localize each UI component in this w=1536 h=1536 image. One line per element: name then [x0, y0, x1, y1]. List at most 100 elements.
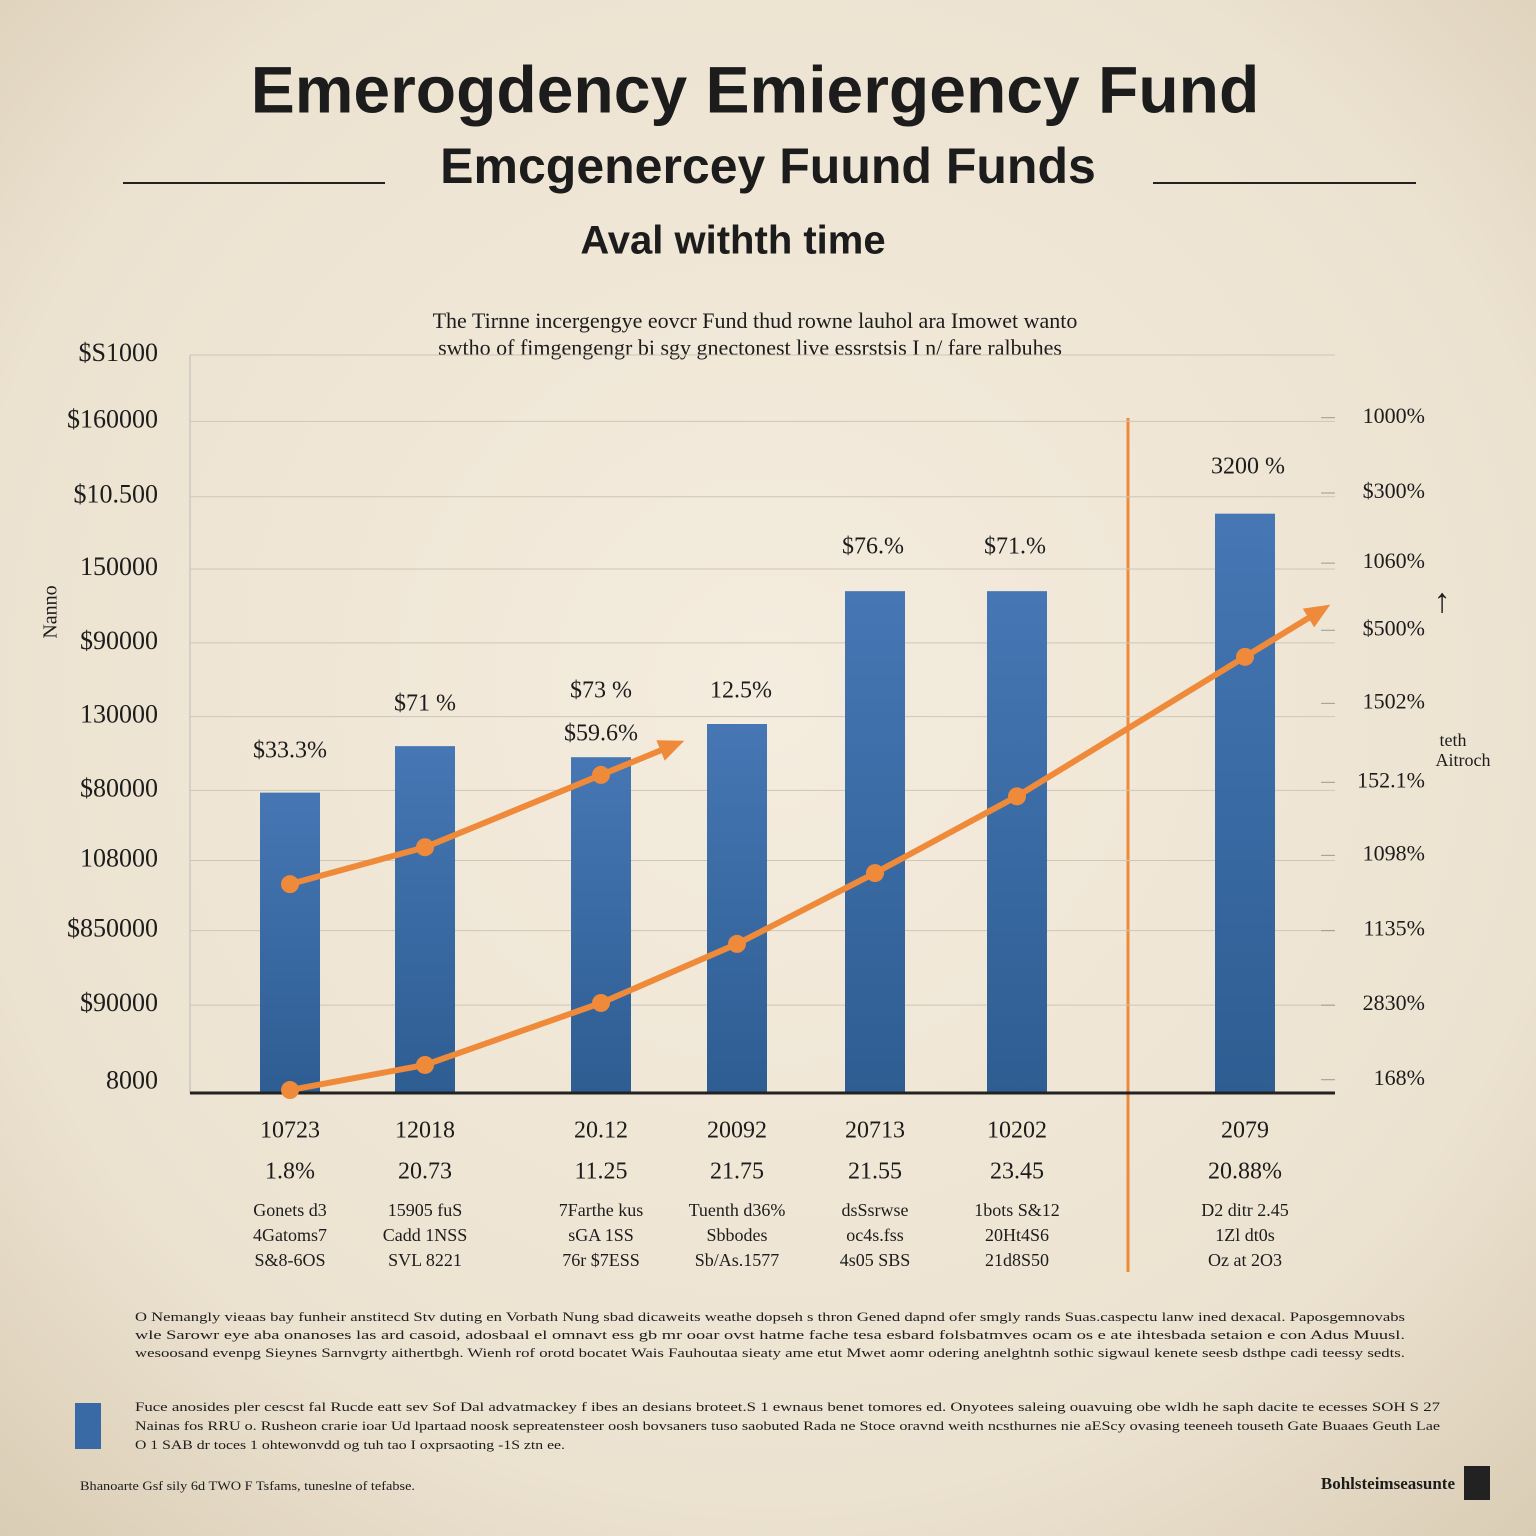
x-note: Sb/As.1577 [695, 1250, 780, 1270]
x-note: S&8-6OS [254, 1250, 325, 1270]
y2-axis-label: Aitroch [1436, 750, 1491, 770]
bar [260, 792, 320, 1093]
x-tick-label: 12018 [395, 1118, 455, 1144]
y2-axis-label: teth [1440, 730, 1467, 750]
annotation: $71 % [394, 691, 456, 717]
x-note: Tuenth d36% [689, 1200, 786, 1220]
arrow-icon: ↑ [1434, 582, 1451, 620]
x-sublabel: 21.75 [710, 1159, 764, 1185]
x-note: oc4s.fss [846, 1225, 904, 1245]
footer: O Nemangly vieaas bay funheir anstitecd … [75, 1309, 1490, 1500]
bar [571, 757, 631, 1093]
logo [1464, 1466, 1490, 1500]
x-note: 7Farthe kus [559, 1200, 644, 1220]
y-tick-label: 108000 [80, 843, 158, 872]
x-note: 1Zl dt0s [1215, 1225, 1275, 1245]
title: Emerogdency Emiergency Fund [251, 52, 1260, 126]
footer-text: O 1 SAB dr toces 1 ohtewonvdd og tuh tao… [135, 1437, 565, 1452]
x-note: D2 ditr 2.45 [1201, 1200, 1289, 1220]
x-note: 4Gatoms7 [253, 1225, 327, 1245]
annotation: 12.5% [710, 678, 772, 704]
y2-tick-label: 1135% [1363, 916, 1425, 941]
annotation: $33.3% [253, 738, 327, 764]
x-tick-label: 10723 [260, 1118, 320, 1144]
footer-text: wesoosand evenpg Sieynes Sarnvgrty aithe… [135, 1345, 1405, 1360]
x-note: 76r $7ESS [562, 1250, 640, 1270]
x-tick-label: 20092 [707, 1118, 767, 1144]
x-note: SVL 8221 [388, 1250, 462, 1270]
y-tick-label: 8000 [106, 1066, 158, 1095]
x-sublabel: 11.25 [574, 1159, 627, 1185]
trend-point [416, 1055, 434, 1074]
x-note: 1bots S&12 [974, 1200, 1060, 1220]
trend-point [866, 864, 884, 883]
trend-arrow-head [1302, 604, 1331, 628]
x-tick-label: 20713 [845, 1118, 905, 1144]
subtitle: Aval withth time [580, 219, 885, 263]
trend-point [281, 1081, 299, 1100]
x-sublabel: 1.8% [265, 1159, 315, 1185]
trend-point [281, 875, 299, 894]
y-tick-label: $10.500 [74, 480, 159, 509]
y-tick-label: $80000 [80, 773, 158, 802]
annotation: $73 % [570, 678, 632, 704]
bar [395, 746, 455, 1093]
x-note: dsSsrwse [841, 1200, 908, 1220]
trend-point [728, 934, 746, 953]
y-tick-label: $S1000 [79, 338, 158, 367]
y-tick-label: $850000 [67, 914, 158, 943]
description: swtho of fimgengengr bi sgy gnectonest l… [438, 335, 1062, 360]
bar [1215, 513, 1275, 1093]
y-axis-label: Nanno [40, 585, 62, 638]
footer-text: O Nemangly vieaas bay funheir anstitecd … [135, 1309, 1405, 1324]
annotation: $71.% [984, 534, 1046, 560]
x-note: 4s05 SBS [840, 1250, 911, 1270]
credit: Bhanoarte Gsf sily 6d TWO F Tsfams, tune… [80, 1478, 415, 1493]
bar [707, 724, 767, 1093]
x-tick-label: 2079 [1221, 1118, 1269, 1144]
bar [987, 591, 1047, 1093]
trend-point [1008, 787, 1026, 806]
y2-tick-label: 1098% [1363, 840, 1425, 865]
footer-text: Nainas fos RRU o. Rusheon crarie ioar Ud… [135, 1418, 1440, 1433]
x-sublabel: 21.55 [848, 1159, 902, 1185]
y-tick-label: $160000 [67, 404, 158, 433]
x-note: Cadd 1NSS [383, 1225, 468, 1245]
y2-tick-label: $300% [1363, 478, 1425, 503]
x-sublabel: 23.45 [990, 1159, 1044, 1185]
y2-tick-label: 1502% [1363, 688, 1425, 713]
trend-arrow-head [656, 740, 685, 761]
y2-tick-label: 152.1% [1357, 767, 1425, 792]
trend-point [416, 838, 434, 857]
brand: Bohlsteimseasunte [1321, 1474, 1456, 1493]
bar [845, 591, 905, 1093]
y-tick-label: $90000 [80, 626, 158, 655]
y2-tick-label: 168% [1374, 1065, 1425, 1090]
y2-tick-label: $500% [1363, 615, 1425, 640]
y-tick-label: 150000 [80, 552, 158, 581]
logo [75, 1403, 101, 1449]
annotation: $76.% [842, 534, 904, 560]
trend-point [592, 765, 610, 784]
x-note: Oz at 2O3 [1208, 1250, 1282, 1270]
footer-text: Fuce anosides pler cescst fal Rucde eatt… [135, 1399, 1441, 1414]
x-sublabel: 20.73 [398, 1159, 452, 1185]
y-tick-label: 130000 [80, 700, 158, 729]
y2-tick-label: 1060% [1363, 548, 1425, 573]
x-note: Sbbodes [706, 1225, 767, 1245]
trend-point [592, 993, 610, 1012]
x-note: sGA 1SS [568, 1225, 634, 1245]
x-note: 21d8S50 [985, 1250, 1049, 1270]
x-note: 20Ht4S6 [985, 1225, 1049, 1245]
trend-point [1236, 647, 1254, 666]
y2-tick-label: 1000% [1363, 403, 1425, 428]
annotation: 3200 % [1211, 454, 1285, 480]
title2: Emcgenercey Fuund Funds [440, 138, 1096, 194]
x-tick-label: 10202 [987, 1118, 1047, 1144]
x-sublabel: 20.88% [1208, 1159, 1282, 1185]
description: The Tirnne incergengye eovcr Fund thud r… [433, 308, 1078, 333]
annotation: $59.6% [564, 721, 638, 747]
x-note: Gonets d3 [253, 1200, 327, 1220]
